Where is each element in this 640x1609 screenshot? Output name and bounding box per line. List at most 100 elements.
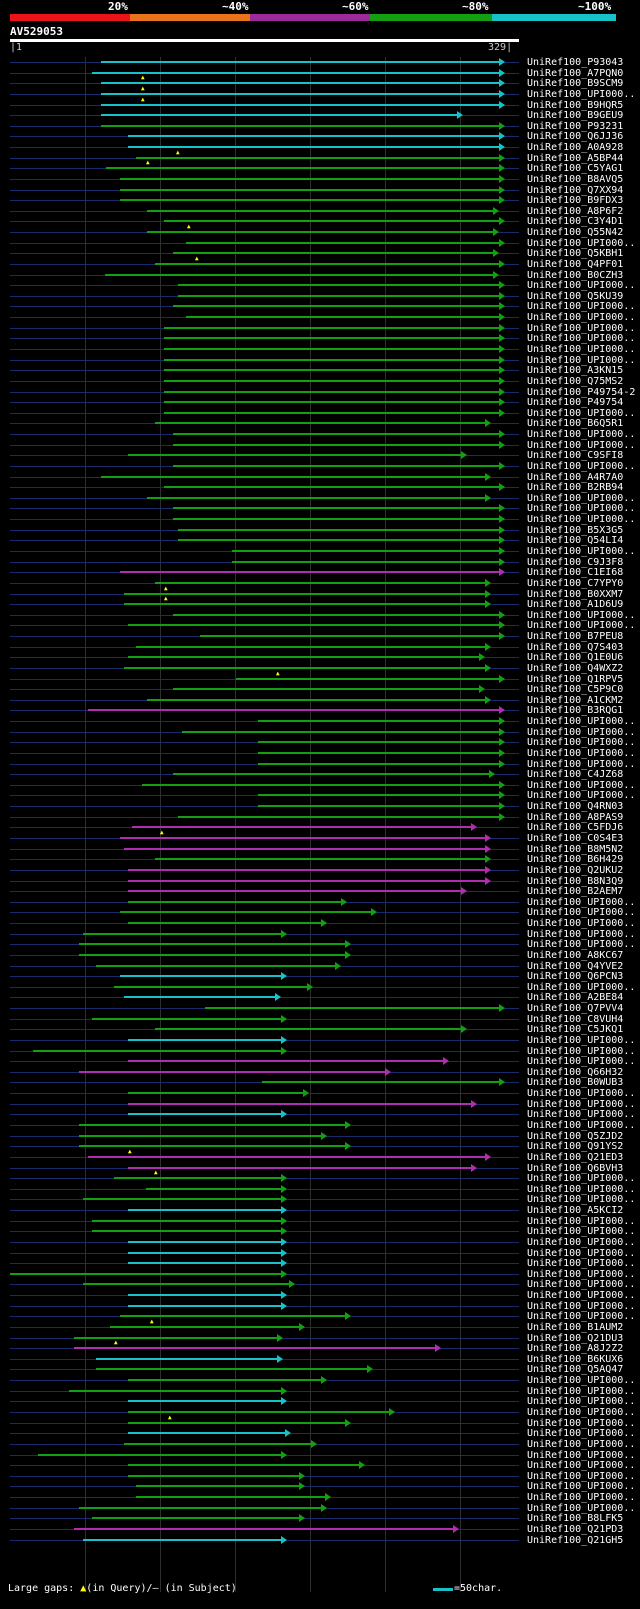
- hit-label[interactable]: UniRef100_UPI000..: [527, 545, 636, 557]
- hit-bar[interactable]: [147, 698, 486, 701]
- hit-bar[interactable]: [173, 773, 490, 776]
- hit-label[interactable]: UniRef100_UPI000..: [527, 88, 636, 100]
- hit-bar[interactable]: [258, 805, 500, 808]
- hit-row[interactable]: UniRef100_C9SFI8: [0, 450, 640, 461]
- hit-label[interactable]: UniRef100_UPI000..: [527, 301, 636, 313]
- hit-row[interactable]: UniRef100_UPI000..: [0, 461, 640, 472]
- hit-bar[interactable]: [10, 1272, 282, 1275]
- hit-row[interactable]: UniRef100_UPI000..: [0, 1226, 640, 1237]
- hit-row[interactable]: UniRef100_UPI000..: [0, 1428, 640, 1439]
- hit-row[interactable]: UniRef100_UPI000..: [0, 493, 640, 504]
- hit-row[interactable]: UniRef100_UPI000..: [0, 929, 640, 940]
- hit-row[interactable]: UniRef100_C5JKQ1: [0, 1024, 640, 1035]
- hit-row[interactable]: ▲ UniRef100_B0XXM7: [0, 585, 640, 600]
- hit-bar[interactable]: [128, 868, 486, 871]
- hit-row[interactable]: UniRef100_B8N3Q9: [0, 876, 640, 887]
- hit-row[interactable]: UniRef100_Q91YS2: [0, 1141, 640, 1152]
- hit-bar[interactable]: [128, 1113, 282, 1116]
- hit-label[interactable]: UniRef100_Q5KU39: [527, 290, 624, 302]
- hit-bar[interactable]: [120, 177, 500, 180]
- hit-row[interactable]: UniRef100_UPI000..: [0, 897, 640, 908]
- hit-label[interactable]: UniRef100_UPI000..: [527, 1173, 636, 1185]
- hit-label[interactable]: UniRef100_UPI000..: [527, 1311, 636, 1323]
- hit-label[interactable]: UniRef100_C5FDJ6: [527, 822, 624, 834]
- hit-bar[interactable]: [128, 1060, 444, 1063]
- hit-row[interactable]: UniRef100_UPI000..: [0, 514, 640, 525]
- hit-label[interactable]: UniRef100_UPI000..: [527, 280, 636, 292]
- hit-label[interactable]: UniRef100_A8KC67: [527, 949, 624, 961]
- hit-bar[interactable]: [164, 411, 500, 414]
- hit-row[interactable]: UniRef100_UPI000..: [0, 1386, 640, 1397]
- hit-bar[interactable]: [258, 741, 500, 744]
- hit-label[interactable]: UniRef100_B5X3G5: [527, 524, 624, 536]
- hit-label[interactable]: UniRef100_UPI000..: [527, 918, 636, 930]
- hit-label[interactable]: UniRef100_UPI000..: [527, 779, 636, 791]
- hit-label[interactable]: UniRef100_Q6JJ36: [527, 131, 624, 143]
- hit-row[interactable]: UniRef100_B2RB94: [0, 482, 640, 493]
- hit-bar[interactable]: [101, 82, 500, 85]
- hit-row[interactable]: ▲ UniRef100_B1AUM2: [0, 1318, 640, 1333]
- hit-label[interactable]: UniRef100_UPI000..: [527, 1438, 636, 1450]
- hit-row[interactable]: UniRef100_UPI000..: [0, 939, 640, 950]
- hit-row[interactable]: UniRef100_UPI000..: [0, 759, 640, 770]
- hit-label[interactable]: UniRef100_B9FDX3: [527, 195, 624, 207]
- hit-bar[interactable]: [128, 1474, 300, 1477]
- hit-bar[interactable]: [164, 337, 500, 340]
- hit-label[interactable]: UniRef100_A4R7A0: [527, 471, 624, 483]
- hit-bar[interactable]: [178, 539, 500, 542]
- hit-bar[interactable]: [128, 1251, 282, 1254]
- hit-bar[interactable]: [92, 1230, 282, 1233]
- hit-bar[interactable]: [101, 475, 486, 478]
- hit-bar[interactable]: [128, 922, 322, 925]
- hit-bar[interactable]: [38, 1453, 282, 1456]
- hit-label[interactable]: UniRef100_UPI000..: [527, 429, 636, 441]
- hit-label[interactable]: UniRef100_UPI000..: [527, 1258, 636, 1270]
- hit-row[interactable]: UniRef100_Q21GH5: [0, 1535, 640, 1546]
- hit-row[interactable]: ▲ UniRef100_UPI000..: [0, 1169, 640, 1185]
- hit-bar[interactable]: [128, 1240, 282, 1243]
- hit-label[interactable]: UniRef100_C8VUH4: [527, 1013, 624, 1025]
- hit-bar[interactable]: [74, 1527, 454, 1530]
- hit-row[interactable]: UniRef100_UPI000..: [0, 323, 640, 334]
- hit-row[interactable]: UniRef100_A5KCI2: [0, 1205, 640, 1216]
- hit-bar[interactable]: [128, 1209, 282, 1212]
- hit-label[interactable]: UniRef100_UPI000..: [527, 1407, 636, 1418]
- hit-label[interactable]: UniRef100_A8J2Z2: [527, 1343, 624, 1355]
- hit-label[interactable]: UniRef100_UPI000..: [527, 1502, 636, 1514]
- hit-row[interactable]: UniRef100_UPI000..: [0, 1258, 640, 1269]
- hit-bar[interactable]: [182, 730, 500, 733]
- hit-row[interactable]: UniRef100_P49754: [0, 397, 640, 408]
- hit-row[interactable]: UniRef100_UPI000..: [0, 1396, 640, 1407]
- hit-bar[interactable]: [83, 1538, 282, 1541]
- hit-bar[interactable]: [155, 1028, 462, 1031]
- hit-bar[interactable]: [120, 1315, 346, 1318]
- hit-row[interactable]: UniRef100_P93043: [0, 57, 640, 68]
- hit-bar[interactable]: [173, 252, 494, 255]
- hit-label[interactable]: UniRef100_C7YPY0: [527, 577, 624, 589]
- hit-label[interactable]: UniRef100_UPI000..: [527, 716, 636, 728]
- hit-row[interactable]: ▲ UniRef100_Q21ED3: [0, 1148, 640, 1163]
- hit-bar[interactable]: [79, 943, 346, 946]
- hit-bar[interactable]: [92, 1017, 282, 1020]
- hit-row[interactable]: UniRef100_UPI000..: [0, 1035, 640, 1046]
- hit-row[interactable]: UniRef100_UPI000..: [0, 1184, 640, 1195]
- hit-bar[interactable]: [128, 624, 500, 627]
- hit-bar[interactable]: [128, 1400, 282, 1403]
- hit-label[interactable]: UniRef100_UPI000..: [527, 237, 636, 249]
- hit-row[interactable]: UniRef100_B6Q5R1: [0, 418, 640, 429]
- hit-bar[interactable]: [173, 518, 500, 521]
- hit-row[interactable]: ▲ UniRef100_Q1RPV5: [0, 670, 640, 685]
- hit-bar[interactable]: [164, 220, 500, 223]
- hit-label[interactable]: UniRef100_UPI000..: [527, 1183, 636, 1195]
- hit-row[interactable]: UniRef100_P93231: [0, 121, 640, 132]
- hit-row[interactable]: ▲ UniRef100_A8J2Z2: [0, 1339, 640, 1355]
- hit-row[interactable]: UniRef100_UPI000..: [0, 1481, 640, 1492]
- hit-row[interactable]: UniRef100_B8LFK5: [0, 1513, 640, 1524]
- hit-label[interactable]: UniRef100_C4JZ68: [527, 769, 624, 781]
- hit-bar[interactable]: [124, 847, 486, 850]
- hit-label[interactable]: UniRef100_A5KCI2: [527, 1205, 624, 1217]
- hit-row[interactable]: UniRef100_A2BE84: [0, 992, 640, 1003]
- hit-row[interactable]: UniRef100_UPI000..: [0, 1099, 640, 1110]
- hit-row[interactable]: UniRef100_Q6PCN3: [0, 971, 640, 982]
- hit-label[interactable]: UniRef100_A2BE84: [527, 992, 624, 1004]
